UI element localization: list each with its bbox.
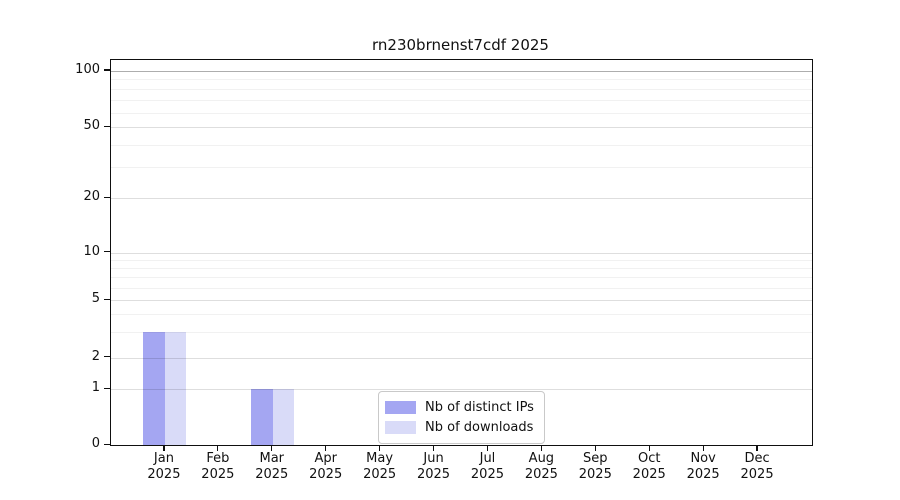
y-tick-mark-1 (104, 387, 110, 389)
x-tick-label-mar: Mar 2025 (255, 451, 289, 482)
x-tick-label-oct: Oct 2025 (632, 451, 666, 482)
gridline-minor-70 (111, 99, 812, 101)
x-tick-mark-may (379, 445, 381, 451)
x-tick-label-dec: Dec 2025 (740, 451, 774, 482)
gridline-minor-3 (111, 332, 812, 334)
x-tick-mark-jun (432, 445, 435, 451)
y-tick-mark-50 (104, 125, 110, 128)
x-tick-mark-feb (217, 445, 219, 451)
gridline-5 (111, 300, 812, 302)
gridline-minor-60 (111, 112, 812, 114)
gridline-minor-4 (111, 314, 812, 316)
x-tick-mark-dec (756, 445, 758, 451)
y-tick-label-50: 50 (83, 118, 100, 134)
legend-row-distinct-ips: Nb of distinct IPs (385, 397, 534, 417)
y-tick-label-0: 0 (91, 436, 100, 451)
x-tick-label-aug: Aug 2025 (524, 451, 558, 482)
gridline-minor-8 (111, 267, 812, 269)
bar-mar-downloads (272, 389, 295, 445)
bar-jan-downloads (164, 332, 187, 445)
chart-title: rn230brnenst7cdf 2025 (372, 36, 549, 54)
x-tick-mark-oct (648, 445, 650, 451)
x-tick-mark-apr (325, 445, 327, 451)
x-tick-mark-jul (486, 445, 489, 451)
x-tick-label-apr: Apr 2025 (309, 451, 343, 482)
legend-swatch-downloads (385, 420, 416, 434)
gridline-minor-6 (111, 287, 812, 289)
gridline-minor-7 (111, 277, 812, 279)
y-tick-label-100: 100 (75, 61, 100, 77)
legend-label-downloads: Nb of downloads (425, 419, 534, 435)
plot-area (110, 59, 813, 446)
gridline-10 (111, 252, 812, 254)
x-tick-mark-jan (163, 445, 165, 451)
bar-mar-distinct-ips (251, 389, 273, 445)
y-tick-label-5: 5 (91, 291, 100, 307)
x-tick-label-feb: Feb 2025 (201, 451, 235, 482)
y-tick-mark-10 (104, 251, 110, 253)
gridline-minor-9 (111, 259, 812, 261)
y-tick-mark-20 (104, 196, 110, 198)
gridline-minor-80 (111, 89, 812, 91)
x-tick-mark-aug (540, 445, 542, 451)
y-tick-mark-100 (104, 69, 110, 71)
x-tick-label-may: May 2025 (363, 451, 397, 482)
gridline-20 (111, 198, 812, 200)
legend-row-downloads: Nb of downloads (385, 417, 534, 437)
x-tick-label-jul: Jul 2025 (470, 451, 504, 482)
gridline-1 (111, 389, 812, 391)
gridline-50 (111, 127, 812, 129)
legend-swatch-distinct-ips (385, 400, 416, 414)
x-tick-label-jan: Jan 2025 (147, 451, 181, 482)
y-tick-mark-2 (104, 356, 110, 358)
gridline-100 (111, 70, 812, 72)
y-tick-mark-5 (104, 298, 110, 300)
bar-jan-distinct-ips (143, 332, 165, 445)
legend: Nb of distinct IPs Nb of downloads (378, 391, 545, 444)
gridline-minor-30 (111, 166, 812, 168)
x-tick-label-nov: Nov 2025 (686, 451, 720, 482)
gridline-minor-40 (111, 144, 812, 146)
x-tick-label-jun: Jun 2025 (416, 451, 451, 482)
x-tick-mark-sep (594, 445, 596, 451)
x-tick-mark-nov (702, 445, 704, 451)
x-tick-label-sep: Sep 2025 (578, 451, 612, 482)
y-tick-label-10: 10 (83, 243, 100, 259)
y-tick-label-20: 20 (83, 189, 100, 205)
legend-label-distinct-ips: Nb of distinct IPs (425, 399, 534, 415)
y-tick-label-2: 2 (91, 348, 100, 364)
y-tick-label-1: 1 (91, 380, 100, 396)
gridline-2 (111, 357, 812, 359)
gridline-minor-90 (111, 79, 812, 81)
x-tick-mark-mar (271, 445, 273, 451)
y-tick-mark-0 (104, 443, 110, 445)
